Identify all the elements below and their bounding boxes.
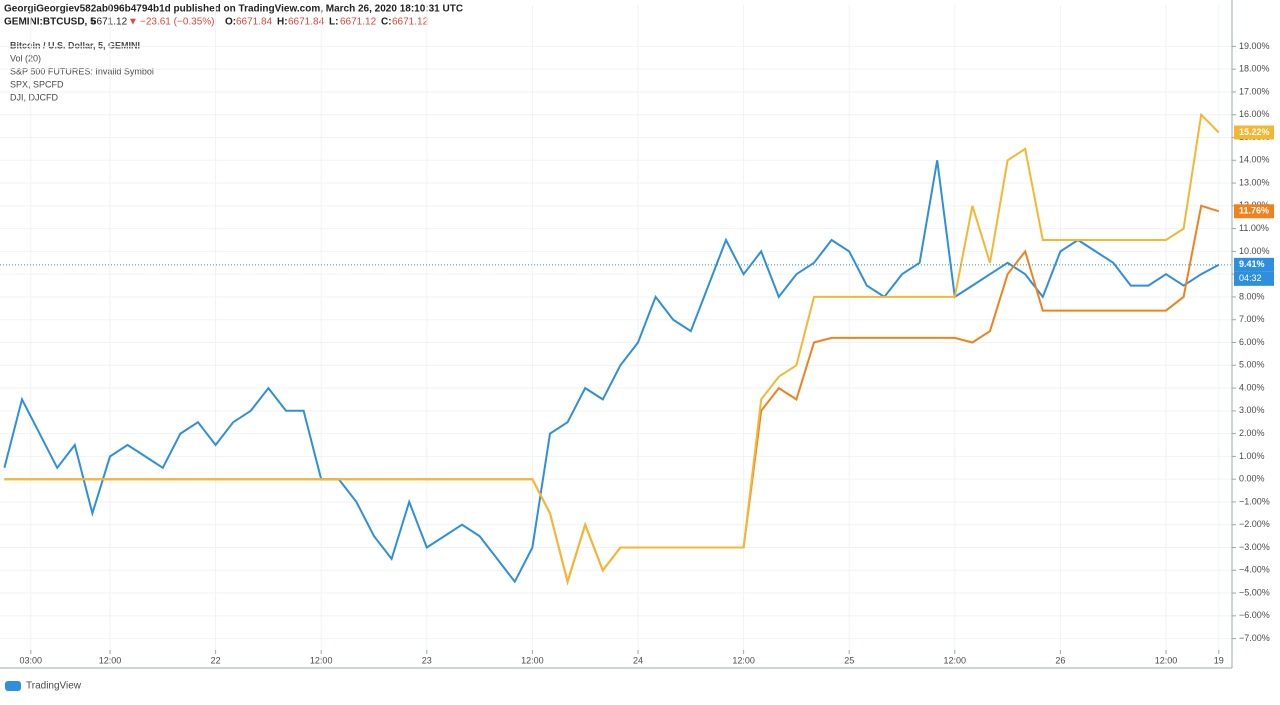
y-tick-label: 2.00% bbox=[1239, 428, 1265, 438]
y-tick-label: 0.00% bbox=[1239, 474, 1265, 484]
price-tag bbox=[1234, 125, 1274, 140]
legend: Bitcoin / U.S. Dollar, 5, GEMINI Vol (20)… bbox=[10, 40, 154, 102]
footer-logo: TradingView bbox=[5, 681, 82, 692]
x-tick-label: 12:00 bbox=[99, 655, 122, 665]
y-tick-label: −4.00% bbox=[1239, 565, 1270, 575]
y-tick-label: 18.00% bbox=[1239, 64, 1270, 74]
x-tick-label: 03:00 bbox=[20, 655, 43, 665]
ohlc-value: 6671.12 bbox=[392, 17, 429, 28]
y-tick-label: 10.00% bbox=[1239, 246, 1270, 256]
ohlc-value: 6671.12 bbox=[340, 17, 377, 28]
y-tick-label: −2.00% bbox=[1239, 519, 1270, 529]
ohlc-value: 6671.84 bbox=[236, 17, 273, 28]
x-tick-label: 23 bbox=[422, 655, 432, 665]
x-tick-label: 25 bbox=[844, 655, 854, 665]
last-price: 6671.12 bbox=[91, 17, 128, 28]
series-line bbox=[4, 112, 1220, 586]
ohlc-key: H: bbox=[277, 17, 288, 28]
change: −23.61 (−0.35%) bbox=[140, 17, 215, 28]
symbol: GEMINI:BTCUSD, 5 bbox=[4, 17, 96, 28]
x-tick-label: 19 bbox=[1214, 655, 1224, 665]
y-tick-label: 14.00% bbox=[1239, 155, 1270, 165]
x-tick-label: 22 bbox=[211, 655, 221, 665]
brand: TradingView bbox=[26, 681, 82, 692]
x-tick-label: 12:00 bbox=[732, 655, 755, 665]
logo-icon bbox=[5, 681, 21, 691]
series-line bbox=[3, 160, 1220, 584]
y-tick-label: 3.00% bbox=[1239, 405, 1265, 415]
x-tick-label: 12:00 bbox=[944, 655, 967, 665]
ohlc-key: O: bbox=[225, 17, 236, 28]
y-tick-label: 4.00% bbox=[1239, 382, 1265, 392]
price-tag-label: 9.41% bbox=[1239, 259, 1265, 269]
price-tag bbox=[1234, 204, 1274, 219]
legend-entry: DJI, DJCFD bbox=[10, 92, 58, 102]
countdown: 04:32 bbox=[1239, 273, 1262, 283]
ohlc-value: 6671.84 bbox=[288, 17, 325, 28]
price-tag-label: 15.22% bbox=[1239, 127, 1270, 137]
y-tick-label: −1.00% bbox=[1239, 496, 1270, 506]
y-tick-label: −5.00% bbox=[1239, 587, 1270, 597]
author-line: GeorgiGeorgiev582ab096b4794b1d published… bbox=[4, 4, 463, 15]
x-tick-label: 12:00 bbox=[521, 655, 544, 665]
y-tick-label: 13.00% bbox=[1239, 177, 1270, 187]
y-tick-label: 1.00% bbox=[1239, 451, 1265, 461]
y-tick-label: 8.00% bbox=[1239, 291, 1265, 301]
y-tick-label: 11.00% bbox=[1239, 223, 1269, 233]
legend-entry: Vol (20) bbox=[10, 53, 41, 63]
legend-entry: S&P 500 FUTURES: Invalid Symbol bbox=[10, 66, 154, 76]
x-tick-label: 12:00 bbox=[1155, 655, 1178, 665]
ohlc: O: 6671.84 H: 6671.84 L: 6671.12 C: 6671.12 bbox=[225, 17, 429, 28]
x-tick-label: 26 bbox=[1055, 655, 1065, 665]
ohlc-key: C: bbox=[381, 17, 392, 28]
x-tick-label: 24 bbox=[633, 655, 643, 665]
y-tick-label: 19.00% bbox=[1239, 41, 1270, 51]
y-tick-label: −3.00% bbox=[1239, 542, 1270, 552]
y-tick-label: 16.00% bbox=[1239, 109, 1270, 119]
price-tag bbox=[1234, 257, 1274, 272]
y-tick-label: 17.00% bbox=[1239, 86, 1270, 96]
price-tag-label: 11.76% bbox=[1239, 206, 1269, 216]
legend-entry: SPX, SPCFD bbox=[10, 79, 64, 89]
down-arrow: ▼ bbox=[128, 17, 138, 28]
series-line bbox=[4, 204, 1220, 586]
ohlc-key: L: bbox=[329, 17, 338, 28]
y-tick-label: 5.00% bbox=[1239, 360, 1265, 370]
legend-entry: Bitcoin / U.S. Dollar, 5, GEMINI bbox=[10, 40, 140, 50]
y-tick-label: −7.00% bbox=[1239, 633, 1270, 643]
y-tick-label: 7.00% bbox=[1239, 314, 1265, 324]
y-tick-label: 6.00% bbox=[1239, 337, 1265, 347]
x-tick-label: 12:00 bbox=[310, 655, 333, 665]
countdown-tag bbox=[1234, 271, 1274, 286]
y-tick-label: −6.00% bbox=[1239, 610, 1270, 620]
